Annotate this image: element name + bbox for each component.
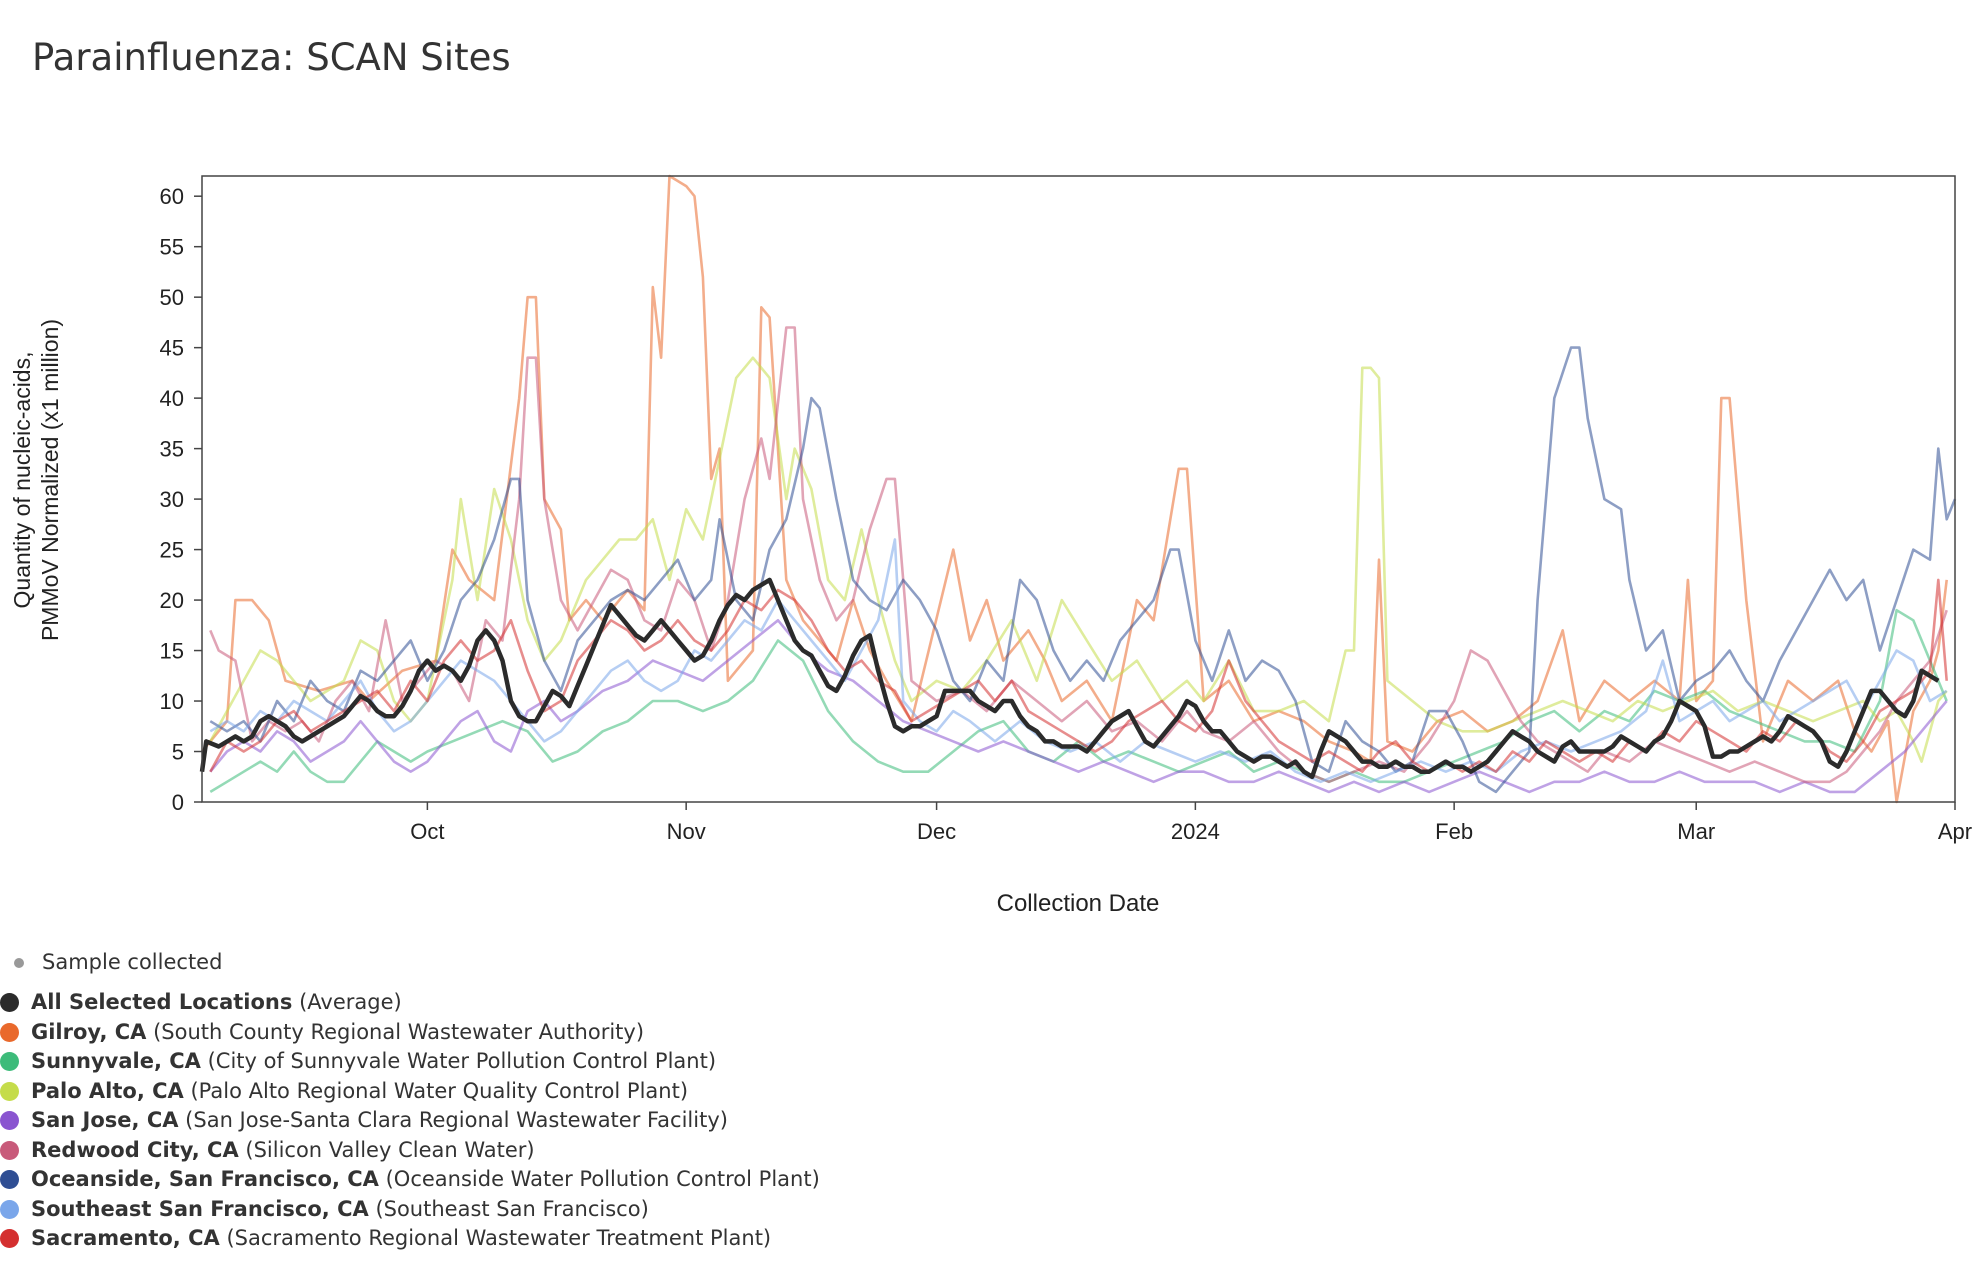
legend-location-desc: (Average) (292, 990, 402, 1014)
series-line-southeast-san-francisco-ca[interactable] (209, 538, 1948, 784)
y-tick-label: 45 (160, 336, 184, 361)
legend-location-name: Palo Alto, CA (31, 1078, 184, 1103)
legend-item-san-jose-ca[interactable]: San Jose, CA (San Jose-Santa Clara Regio… (0, 1108, 728, 1132)
series-line-palo-alto-ca[interactable] (209, 356, 1948, 763)
legend-location-desc: (Southeast San Francisco) (368, 1196, 649, 1221)
legend-swatch-icon (0, 993, 19, 1012)
y-tick-label: 10 (160, 689, 184, 714)
y-tick-label: 20 (160, 588, 184, 613)
legend-location-name: Southeast San Francisco, CA (31, 1196, 369, 1221)
y-axis-label-line-1: Quantity of nucleic-acids, (9, 352, 35, 609)
x-tick-label: Mar (1677, 819, 1715, 844)
legend-location-desc: (Palo Alto Regional Water Quality Contro… (183, 1078, 689, 1103)
plot-frame (201, 175, 1956, 803)
legend-sample-collected[interactable]: Sample collected (14, 950, 222, 974)
legend-swatch-icon (0, 1140, 19, 1160)
legend-swatch-icon (0, 1199, 19, 1219)
legend-location-desc: (South County Regional Wastewater Author… (146, 1019, 645, 1044)
y-axis-label-line-2: PMMoV Normalized (x1 million) (37, 319, 63, 641)
x-tick-label: Dec (917, 819, 956, 844)
y-tick-label: 55 (160, 235, 184, 260)
x-tick-label: Nov (667, 819, 706, 844)
legend-swatch-icon (0, 1081, 19, 1101)
legend-item-southeast-san-francisco-ca[interactable]: Southeast San Francisco, CA (Southeast S… (0, 1197, 649, 1221)
legend-location-desc: (Silicon Valley Clean Water) (238, 1137, 535, 1162)
legend-item-sacramento-ca[interactable]: Sacramento, CA (Sacramento Regional Wast… (0, 1226, 771, 1250)
legend-location-name: San Jose, CA (31, 1108, 179, 1132)
x-tick-label: Feb (1435, 819, 1473, 844)
series-line-all-selected-locations[interactable] (199, 577, 1940, 780)
legend-location-name: Gilroy, CA (31, 1019, 147, 1044)
x-tick-label: 2024 (1171, 819, 1220, 844)
legend-location-desc: (City of Sunnyvale Water Pollution Contr… (200, 1049, 717, 1073)
y-tick-label: 0 (172, 790, 184, 815)
legend-item-palo-alto-ca[interactable]: Palo Alto, CA (Palo Alto Regional Water … (0, 1079, 688, 1103)
legend-swatch-icon (0, 1111, 19, 1130)
sample-dot-icon (14, 958, 24, 968)
legend-location-desc: (San Jose-Santa Clara Regional Wastewate… (178, 1108, 728, 1132)
legend-item-redwood-city-ca[interactable]: Redwood City, CA (Silicon Valley Clean W… (0, 1138, 535, 1162)
legend-swatch-icon (0, 1170, 19, 1189)
legend-location-desc: (Sacramento Regional Wastewater Treatmen… (219, 1226, 772, 1250)
x-tick-label: Oct (410, 819, 444, 844)
legend-swatch-icon (0, 1022, 19, 1042)
legend-location-name: Redwood City, CA (31, 1137, 239, 1162)
legend-swatch-icon (0, 1052, 19, 1071)
legend-item-oceanside-san-francisco-ca[interactable]: Oceanside, San Francisco, CA (Oceanside … (0, 1167, 820, 1191)
legend-location-desc: (Oceanside Water Pollution Control Plant… (378, 1167, 820, 1191)
legend-item-gilroy-ca[interactable]: Gilroy, CA (South County Regional Wastew… (0, 1020, 644, 1044)
legend-location-name: Sacramento, CA (31, 1226, 220, 1250)
y-tick-label: 30 (160, 487, 184, 512)
y-tick-label: 60 (160, 184, 184, 209)
series-line-sacramento-ca[interactable] (209, 578, 1948, 774)
legend-location-name: All Selected Locations (31, 990, 293, 1014)
series-line-san-jose-ca[interactable] (209, 618, 1948, 794)
y-tick-label: 50 (160, 285, 184, 310)
legend-item-all-selected-locations[interactable]: All Selected Locations (Average) (0, 990, 402, 1014)
x-tick-label: Apr (1938, 819, 1972, 844)
chart-title: Parainfluenza: SCAN Sites (32, 36, 511, 79)
legend-item-sunnyvale-ca[interactable]: Sunnyvale, CA (City of Sunnyvale Water P… (0, 1049, 716, 1073)
series-line-oceanside-san-francisco-ca[interactable] (209, 346, 1957, 794)
y-tick-label: 40 (160, 386, 184, 411)
y-tick-label: 25 (160, 538, 184, 563)
y-tick-label: 5 (172, 740, 184, 765)
legend-location-name: Oceanside, San Francisco, CA (31, 1167, 379, 1191)
legend-location-name: Sunnyvale, CA (31, 1049, 201, 1073)
legend-sample-label: Sample collected (42, 950, 223, 974)
y-tick-label: 15 (160, 639, 184, 664)
x-axis-label: Collection Date (997, 890, 1160, 917)
y-tick-label: 35 (160, 437, 184, 462)
legend-swatch-icon (0, 1229, 19, 1248)
series-line-gilroy-ca[interactable] (200, 174, 1948, 804)
chart-svg: 0 5 10 15 20 25 30 35 40 45 50 55 60 Oct Nov Dec 2024 Fe… (9, 174, 1972, 917)
